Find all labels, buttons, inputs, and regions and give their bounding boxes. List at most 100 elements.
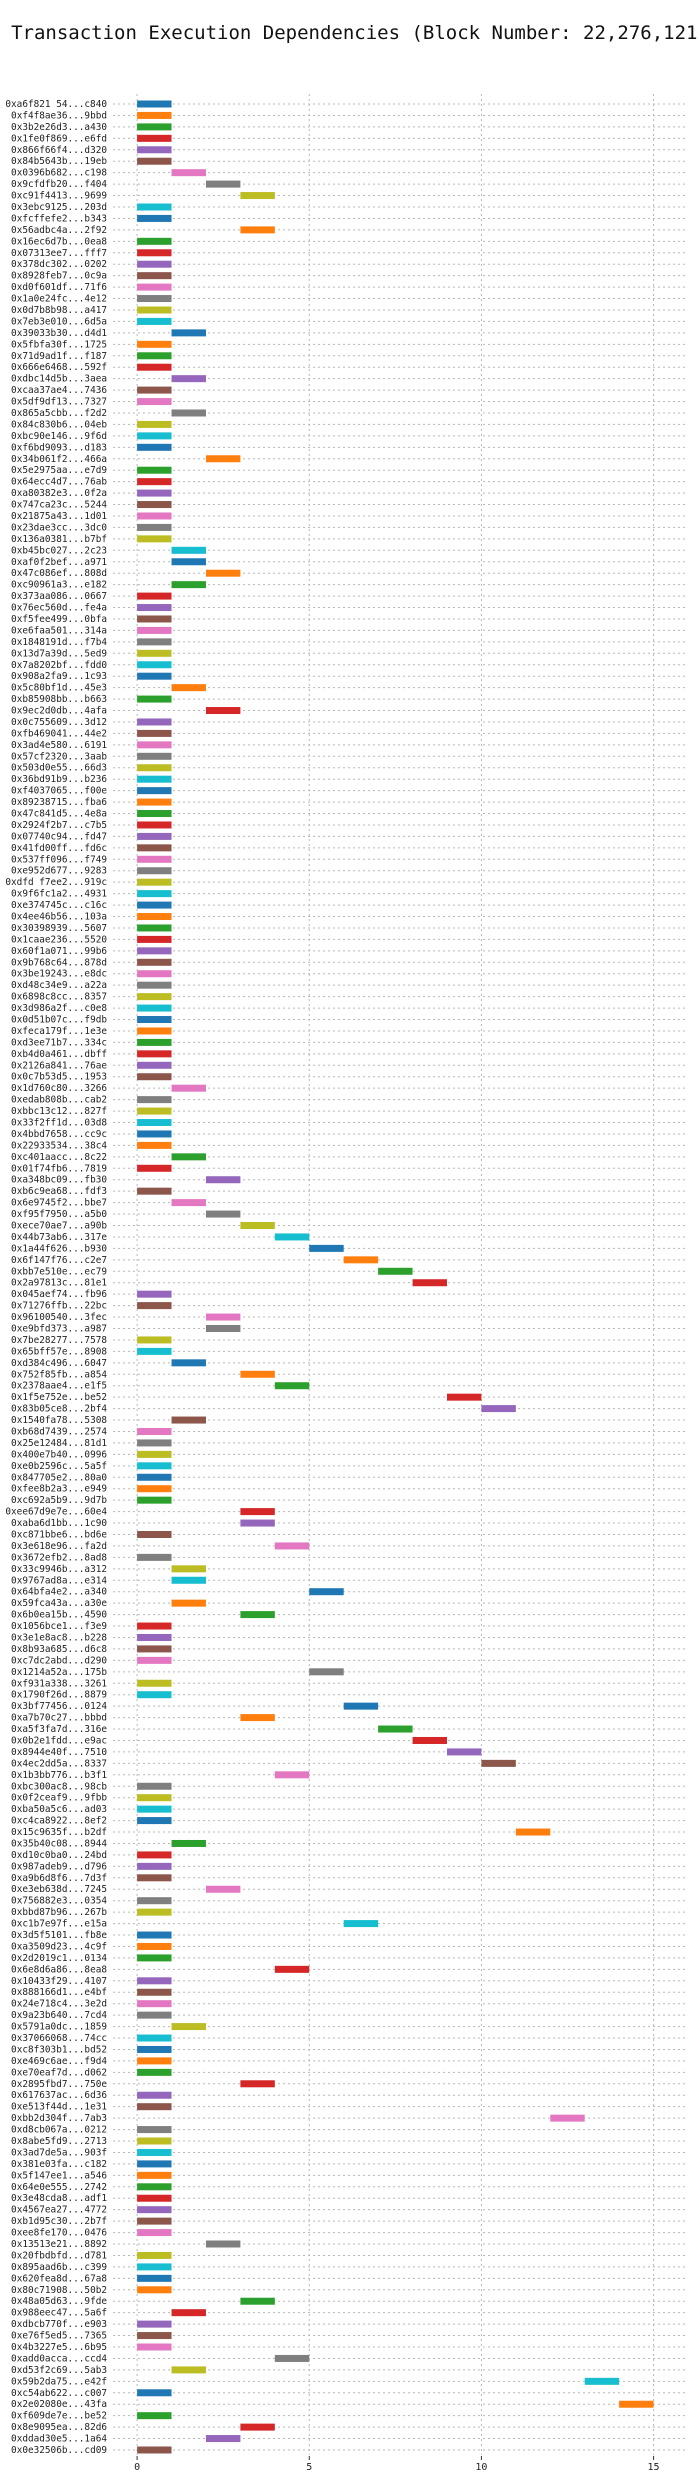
- tx-label: 0xd48c34e9...a22a: [11, 980, 107, 991]
- tx-bar: [137, 134, 172, 142]
- tx-bar: [137, 2183, 172, 2191]
- tx-bar: [137, 1942, 172, 1950]
- tx-bar: [137, 1119, 172, 1127]
- tx-label: 0x56adbc4a...2f92: [11, 225, 107, 236]
- tx-label: 0xa348bc09...fb30: [11, 1175, 107, 1186]
- chart-title: Transaction Execution Dependencies (Bloc…: [11, 22, 700, 44]
- tx-bar: [137, 2103, 172, 2111]
- tx-bar: [137, 1427, 172, 1435]
- tx-bar: [137, 1862, 172, 1870]
- tx-bar: [137, 844, 172, 852]
- tx-bar: [137, 2446, 172, 2454]
- tx-bar: [137, 146, 172, 154]
- tx-bar: [137, 523, 172, 531]
- tx-label: 0x01f74fb6...7819: [11, 1163, 107, 1174]
- tx-label: 0x2a97813c...81e1: [11, 1278, 107, 1289]
- tx-bar: [171, 1084, 206, 1092]
- tx-bar: [240, 1519, 275, 1527]
- tx-label: 0xcaa37ae4...7436: [11, 385, 107, 396]
- tx-label: 0xbbd87b96...267b: [11, 1907, 107, 1918]
- tx-bar: [137, 2343, 172, 2351]
- tx-label: 0x756882e3...0354: [11, 1896, 107, 1907]
- tx-label: 0x0c755609...3d12: [11, 717, 107, 728]
- tx-label: 0xbc90e146...9f6d: [11, 431, 107, 442]
- tx-label: 0x6898c8cc...8357: [11, 992, 107, 1003]
- tx-label: 0xd3ee71b7...334c: [11, 1037, 107, 1048]
- tx-label: 0x7be28277...7578: [11, 1335, 107, 1346]
- tx-bar: [137, 1290, 172, 1298]
- tx-bar: [137, 970, 172, 978]
- tx-label: 0x3e618e96...fa2d: [11, 1541, 107, 1552]
- tx-bar: [309, 1588, 344, 1596]
- tx-label: 0xf6bd9093...d183: [11, 442, 107, 453]
- tx-bar: [274, 1542, 310, 1550]
- tx-bar: [309, 1668, 344, 1676]
- tx-label: 0x7eb3e010...6d5a: [11, 316, 107, 327]
- tx-label: 0x136a0381...b7bf: [11, 534, 107, 545]
- tx-bar: [137, 2171, 172, 2179]
- tx-bar: [137, 1782, 172, 1790]
- tx-bar: [137, 2011, 172, 2019]
- tx-label: 0x3d986a2f...c0e8: [11, 1003, 107, 1014]
- tx-label: 0x2126a841...76ae: [11, 1060, 107, 1071]
- tx-bar: [137, 1633, 172, 1641]
- tx-label: 0x9cfdfb20...f404: [11, 179, 107, 190]
- tx-label: 0x80c71908...50b2: [11, 2285, 107, 2296]
- tx-bar: [274, 1382, 310, 1390]
- tx-label: 0x3672efb2...8ad8: [11, 1552, 107, 1563]
- tx-bar: [412, 1736, 447, 1744]
- tx-label: 0x9767ad8a...e314: [11, 1575, 107, 1586]
- tx-bar: [137, 2057, 172, 2065]
- tx-bar: [137, 1977, 172, 1985]
- tx-bar: [137, 615, 172, 623]
- tx-label: 0xbbc13c12...827f: [11, 1106, 107, 1117]
- tx-label: 0x3be19243...e8dc: [11, 969, 107, 980]
- tx-bar: [171, 558, 206, 566]
- tx-label: 0xf609de7e...be52: [11, 2411, 107, 2422]
- tx-label: 0x752f85fb...a854: [11, 1369, 107, 1380]
- tx-bar: [137, 283, 172, 291]
- tx-label: 0xc8f303b1...bd52: [11, 2044, 107, 2055]
- tx-label: 0x3bf77456...0124: [11, 1701, 107, 1712]
- tx-bar: [137, 1817, 172, 1825]
- tx-bar: [240, 1370, 275, 1378]
- tx-bar: [240, 1222, 275, 1230]
- tx-label: 0xb6c9ea68...fdf3: [11, 1186, 107, 1197]
- tx-bar: [171, 684, 206, 692]
- tx-bar: [137, 1073, 172, 1081]
- tx-bar: [240, 1714, 275, 1722]
- x-tick-label: 5: [306, 2462, 312, 2472]
- tx-bar: [137, 638, 172, 646]
- tx-bar: [137, 832, 172, 840]
- tx-label: 0xe9bfd373...a987: [11, 1323, 107, 1334]
- tx-bar: [137, 981, 172, 989]
- tx-bar: [137, 157, 172, 165]
- tx-bar: [171, 2366, 206, 2374]
- tx-bar: [137, 2137, 172, 2145]
- tx-bar: [171, 1199, 206, 1207]
- tx-bar: [274, 1965, 310, 1973]
- tx-bar: [481, 1405, 516, 1413]
- tx-bar: [171, 329, 206, 337]
- tx-bar: [137, 1004, 172, 1012]
- tx-bar: [137, 363, 172, 371]
- tx-label: 0x36bd91b9...b236: [11, 774, 107, 785]
- tx-bar: [137, 2274, 172, 2282]
- tx-label: 0x35b40c08...8944: [11, 1838, 107, 1849]
- tx-label: 0x76ec560d...fe4a: [11, 603, 107, 614]
- tx-bar: [171, 581, 206, 589]
- tx-label: 0xb68d7439...2574: [11, 1426, 107, 1437]
- tx-bar: [137, 2160, 172, 2168]
- tx-label: 0xa3509d23...4c9f: [11, 1941, 107, 1952]
- tx-bar: [137, 2263, 172, 2271]
- tx-label: 0x1540fa78...5308: [11, 1415, 107, 1426]
- tx-label: 0xb1d95c30...2b7f: [11, 2216, 107, 2227]
- tx-label: 0x84b5643b...19eb: [11, 156, 107, 167]
- tx-label: 0x866f66f4...d320: [11, 145, 107, 156]
- tx-label: 0x4567ea27...4772: [11, 2205, 107, 2216]
- tx-bar: [171, 409, 206, 417]
- tx-label: 0x3ebc9125...203d: [11, 202, 107, 213]
- tx-bar: [584, 2377, 620, 2385]
- tx-label: 0x400e7b40...0996: [11, 1449, 107, 1460]
- tx-bar: [240, 226, 275, 234]
